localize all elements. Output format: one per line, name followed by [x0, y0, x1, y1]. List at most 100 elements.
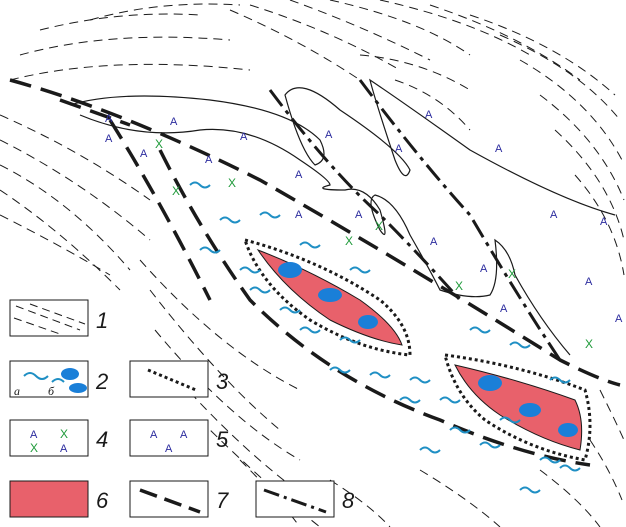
- a-symbol: A: [495, 143, 503, 155]
- a-symbol: A: [500, 303, 508, 315]
- x-symbol: X: [172, 184, 180, 198]
- wave-symbol: [189, 181, 211, 189]
- legend-sub-b: б: [48, 384, 55, 398]
- ore-bodies: [256, 248, 583, 451]
- wave-symbol: [509, 341, 531, 349]
- a-symbol: A: [240, 131, 248, 143]
- a-symbol: A: [480, 263, 488, 275]
- wave-symbol: [519, 486, 541, 494]
- legend-item-7: 7: [129, 480, 229, 518]
- legend-item-8: 8: [255, 480, 355, 518]
- wave-symbol: [369, 371, 391, 379]
- x-symbol: X: [455, 279, 463, 293]
- folded-horizon-outline: [69, 78, 616, 356]
- wave-symbol: [409, 376, 431, 384]
- dotted-line-icon: [147, 368, 197, 392]
- legend: 1 а б 2 3 A X X A: [9, 299, 355, 518]
- dash-line-icon: [139, 488, 201, 514]
- wave-and-blob-icon: [23, 368, 87, 393]
- wave-symbol: [469, 326, 491, 334]
- legend-number-4: 4: [96, 427, 108, 452]
- legend-number-5: 5: [216, 427, 229, 452]
- wave-symbol: [479, 441, 501, 449]
- legend-item-4: A X X A 4: [9, 419, 108, 457]
- a-symbol: A: [140, 148, 148, 160]
- a-symbol: A: [205, 154, 213, 166]
- svg-text:A: A: [150, 429, 158, 441]
- wave-symbol: [239, 266, 261, 274]
- wave-symbol: [339, 336, 361, 344]
- svg-text:A: A: [165, 443, 173, 455]
- wave-symbol: [219, 216, 241, 224]
- x-symbol: X: [375, 219, 383, 233]
- a-symbol: A: [295, 169, 303, 181]
- dashed-hatch-icon: [13, 303, 86, 335]
- legend-number-8: 8: [342, 488, 355, 513]
- fault-lines: [9, 78, 621, 467]
- dash-dot-line-icon: [263, 488, 327, 514]
- wave-symbol: [299, 241, 321, 249]
- a-symbol: A: [295, 209, 303, 221]
- wave-symbol: [329, 366, 351, 374]
- wave-symbol: [399, 396, 421, 404]
- wave-symbols: [189, 181, 581, 494]
- a-symbols-icon: A A A: [150, 429, 188, 455]
- wave-symbol: [349, 266, 371, 274]
- wave-symbol: [539, 456, 561, 464]
- x-symbol: X: [228, 176, 236, 190]
- a-symbol: A: [105, 113, 113, 125]
- wave-symbol: [299, 326, 321, 334]
- a-symbol: A: [170, 116, 178, 128]
- a-symbol: A: [615, 313, 623, 325]
- wave-symbol: [249, 286, 271, 294]
- a-symbol: A: [105, 133, 113, 145]
- wave-symbol: [419, 446, 441, 454]
- legend-item-1: 1: [9, 299, 108, 337]
- ore-body-lower: [454, 364, 583, 451]
- legend-number-3: 3: [216, 369, 229, 394]
- a-symbol: A: [550, 209, 558, 221]
- wave-symbol: [199, 246, 221, 254]
- x-symbol: X: [508, 267, 516, 281]
- a-symbol: A: [325, 129, 333, 141]
- legend-item-5: A A A 5: [129, 419, 229, 457]
- svg-text:A: A: [30, 429, 38, 441]
- red-fill-icon: [9, 480, 89, 518]
- wave-symbol: [279, 306, 301, 314]
- x-symbols: X X X X X X X X: [155, 137, 593, 351]
- a-symbol: A: [395, 143, 403, 155]
- x-symbol: X: [155, 137, 163, 151]
- legend-item-2: а б 2: [9, 360, 108, 398]
- legend-number-1: 1: [96, 308, 108, 333]
- svg-text:X: X: [60, 427, 68, 441]
- legend-number-2: 2: [95, 369, 108, 394]
- a-symbol: A: [425, 109, 433, 121]
- svg-text:A: A: [60, 443, 68, 455]
- a-symbol: A: [585, 276, 593, 288]
- legend-item-6: 6: [9, 480, 109, 518]
- a-x-symbols-icon: A X X A: [30, 427, 68, 455]
- legend-sub-a: а: [14, 384, 20, 398]
- legend-number-6: 6: [96, 488, 109, 513]
- a-symbol: A: [600, 216, 608, 228]
- legend-item-3: 3: [129, 360, 229, 398]
- a-symbol: A: [430, 236, 438, 248]
- a-symbol: A: [355, 209, 363, 221]
- wave-symbol: [449, 426, 471, 434]
- svg-text:A: A: [180, 429, 188, 441]
- wave-symbol: [549, 376, 571, 384]
- wave-symbol: [499, 416, 521, 424]
- x-symbol: X: [345, 234, 353, 248]
- wave-symbol: [559, 464, 581, 472]
- ore-halo-dotted: [243, 238, 592, 462]
- legend-number-7: 7: [216, 488, 229, 513]
- wave-symbol: [439, 396, 461, 404]
- wave-symbol: [259, 211, 281, 219]
- blue-blobs: [278, 262, 578, 437]
- x-symbol: X: [585, 337, 593, 351]
- svg-text:X: X: [30, 441, 38, 455]
- fault-lines-dashdot: [268, 79, 562, 361]
